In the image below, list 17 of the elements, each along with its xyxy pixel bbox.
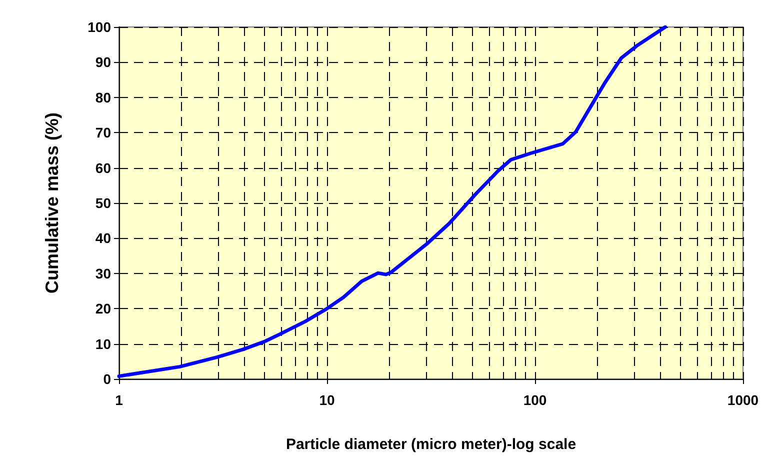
y-tick-label: 10 xyxy=(95,336,112,352)
y-tick-label: 60 xyxy=(95,160,112,176)
y-tick-label: 40 xyxy=(95,230,112,246)
y-tick-label: 30 xyxy=(95,265,112,282)
x-axis-title: Particle diameter (micro meter)-log scale xyxy=(286,436,576,453)
x-tick-label: 1 xyxy=(115,392,124,408)
y-tick-label: 100 xyxy=(88,19,112,35)
y-tick-label: 0 xyxy=(103,371,112,387)
y-tick-label: 70 xyxy=(95,124,112,141)
y-tick-label: 80 xyxy=(95,89,112,106)
y-tick-label: 90 xyxy=(95,54,112,70)
x-tick-label: 10 xyxy=(319,392,335,408)
y-tick-label: 20 xyxy=(95,300,112,317)
x-tick-label: 1000 xyxy=(727,392,759,408)
y-axis-title: Cumulative mass (%) xyxy=(42,112,62,294)
x-tick-label: 100 xyxy=(523,392,547,408)
y-tick-label: 50 xyxy=(95,195,112,211)
